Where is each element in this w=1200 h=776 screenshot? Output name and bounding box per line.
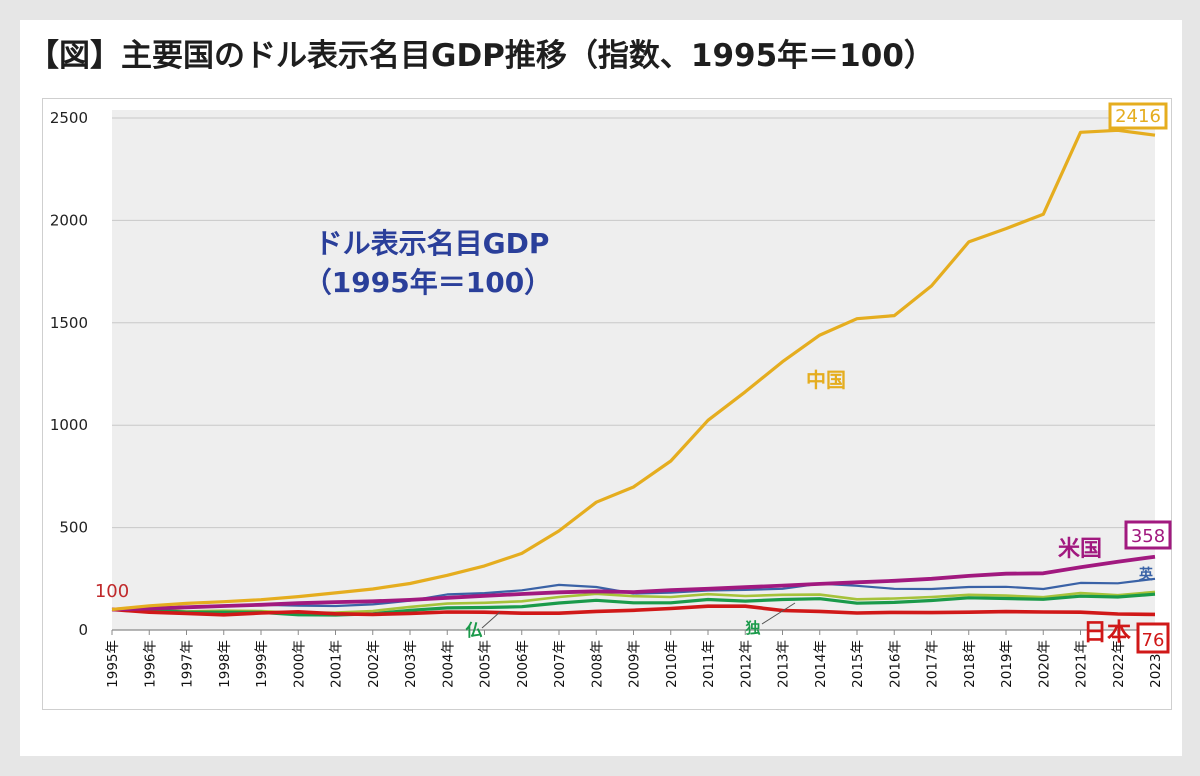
x-tick-label: 2006年 <box>515 640 531 688</box>
leader-line-germany <box>761 602 796 625</box>
series-label-china: 中国 <box>806 368 846 392</box>
y-tick-label: 1500 <box>50 314 88 332</box>
y-axis-ticks: 0 500 1000 1500 2000 2500 <box>50 109 88 639</box>
data-label-usa: 358 <box>1131 526 1165 547</box>
data-label-box-japan <box>1136 622 1170 654</box>
y-tick-label: 2500 <box>50 109 88 127</box>
x-tick-label: 2001年 <box>329 640 345 688</box>
series-label-usa: 米国 <box>1058 537 1102 562</box>
series-label-uk: 英 <box>1138 566 1154 583</box>
plot-area <box>112 110 1155 630</box>
series-lines <box>111 128 1156 617</box>
leader-line-france <box>481 611 501 629</box>
x-tick-label: 2020年 <box>1036 640 1052 688</box>
data-label-box-usa <box>1124 520 1172 550</box>
x-tick-label: 2003年 <box>403 640 419 688</box>
x-tick-label: 2014年 <box>813 640 829 688</box>
data-label-start: 100 <box>95 581 129 602</box>
y-tick-label: 1000 <box>50 416 88 434</box>
y-tick-label: 500 <box>59 519 88 537</box>
data-label-japan: 76 <box>1142 630 1165 651</box>
x-tick-label: 2011年 <box>701 640 717 688</box>
x-tick-label: 2022年 <box>1111 640 1127 688</box>
annotation-title-line-2: （1995年＝100） <box>304 266 552 299</box>
data-label-box-china <box>1108 102 1168 130</box>
x-tick-label: 2002年 <box>366 640 382 688</box>
x-tick-label: 1997年 <box>180 640 196 688</box>
x-axis-ticks: 1995年 1996年 1997年 1998年 1999年 2000年 2001年 2002年… <box>105 630 1164 688</box>
x-tick-label: 2008年 <box>589 640 605 688</box>
x-tick-label: 2021年 <box>1074 640 1090 688</box>
x-tick-label: 2015年 <box>850 640 866 688</box>
x-tick-label: 1996年 <box>142 640 158 688</box>
x-tick-label: 2018年 <box>962 640 978 688</box>
series-line-japan <box>111 604 1156 617</box>
gridlines <box>112 117 1155 631</box>
series-label-germany: 独 <box>745 619 760 637</box>
y-tick-label: 0 <box>78 621 88 639</box>
x-tick-label: 2010年 <box>664 640 680 688</box>
x-tick-label: 2016年 <box>887 640 903 688</box>
x-tick-label: 2013年 <box>776 640 792 688</box>
x-tick-label: 2000年 <box>291 640 307 688</box>
x-tick-label: 1995年 <box>105 640 121 688</box>
x-tick-label: 2005年 <box>478 640 494 688</box>
annotation-title-line-1: ドル表示名目GDP <box>315 227 550 260</box>
series-label-japan: 日本 <box>1083 618 1131 646</box>
x-tick-label: 2007年 <box>552 640 568 688</box>
x-tick-label: 1999年 <box>254 640 270 688</box>
figure-title: 【図】主要国のドル表示名目GDP推移（指数、1995年＝100） <box>28 38 935 74</box>
x-tick-label: 2019年 <box>999 640 1015 688</box>
data-label-china: 2416 <box>1115 106 1161 127</box>
series-label-france: 仏 <box>466 621 483 641</box>
x-tick-label: 2004年 <box>440 640 456 688</box>
x-tick-label: 2017年 <box>925 640 941 688</box>
series-line-usa <box>111 554 1156 612</box>
x-tick-label: 2012年 <box>738 640 754 688</box>
y-tick-label: 2000 <box>50 211 88 229</box>
x-tick-label: 1998年 <box>217 640 233 688</box>
x-tick-label: 2009年 <box>627 640 643 688</box>
series-line-china <box>111 128 1156 612</box>
